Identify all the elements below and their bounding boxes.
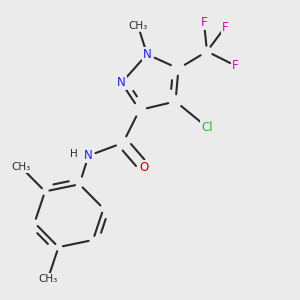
- Text: N: N: [84, 149, 93, 162]
- Text: O: O: [140, 160, 148, 174]
- Text: F: F: [222, 21, 228, 34]
- Text: F: F: [232, 59, 239, 72]
- Text: Cl: Cl: [201, 121, 213, 134]
- Text: H: H: [70, 149, 78, 159]
- Text: CH₃: CH₃: [11, 162, 31, 172]
- Text: N: N: [117, 76, 126, 89]
- Text: F: F: [201, 16, 207, 29]
- Text: CH₃: CH₃: [128, 21, 148, 31]
- Text: CH₃: CH₃: [38, 274, 58, 284]
- Text: N: N: [142, 48, 152, 61]
